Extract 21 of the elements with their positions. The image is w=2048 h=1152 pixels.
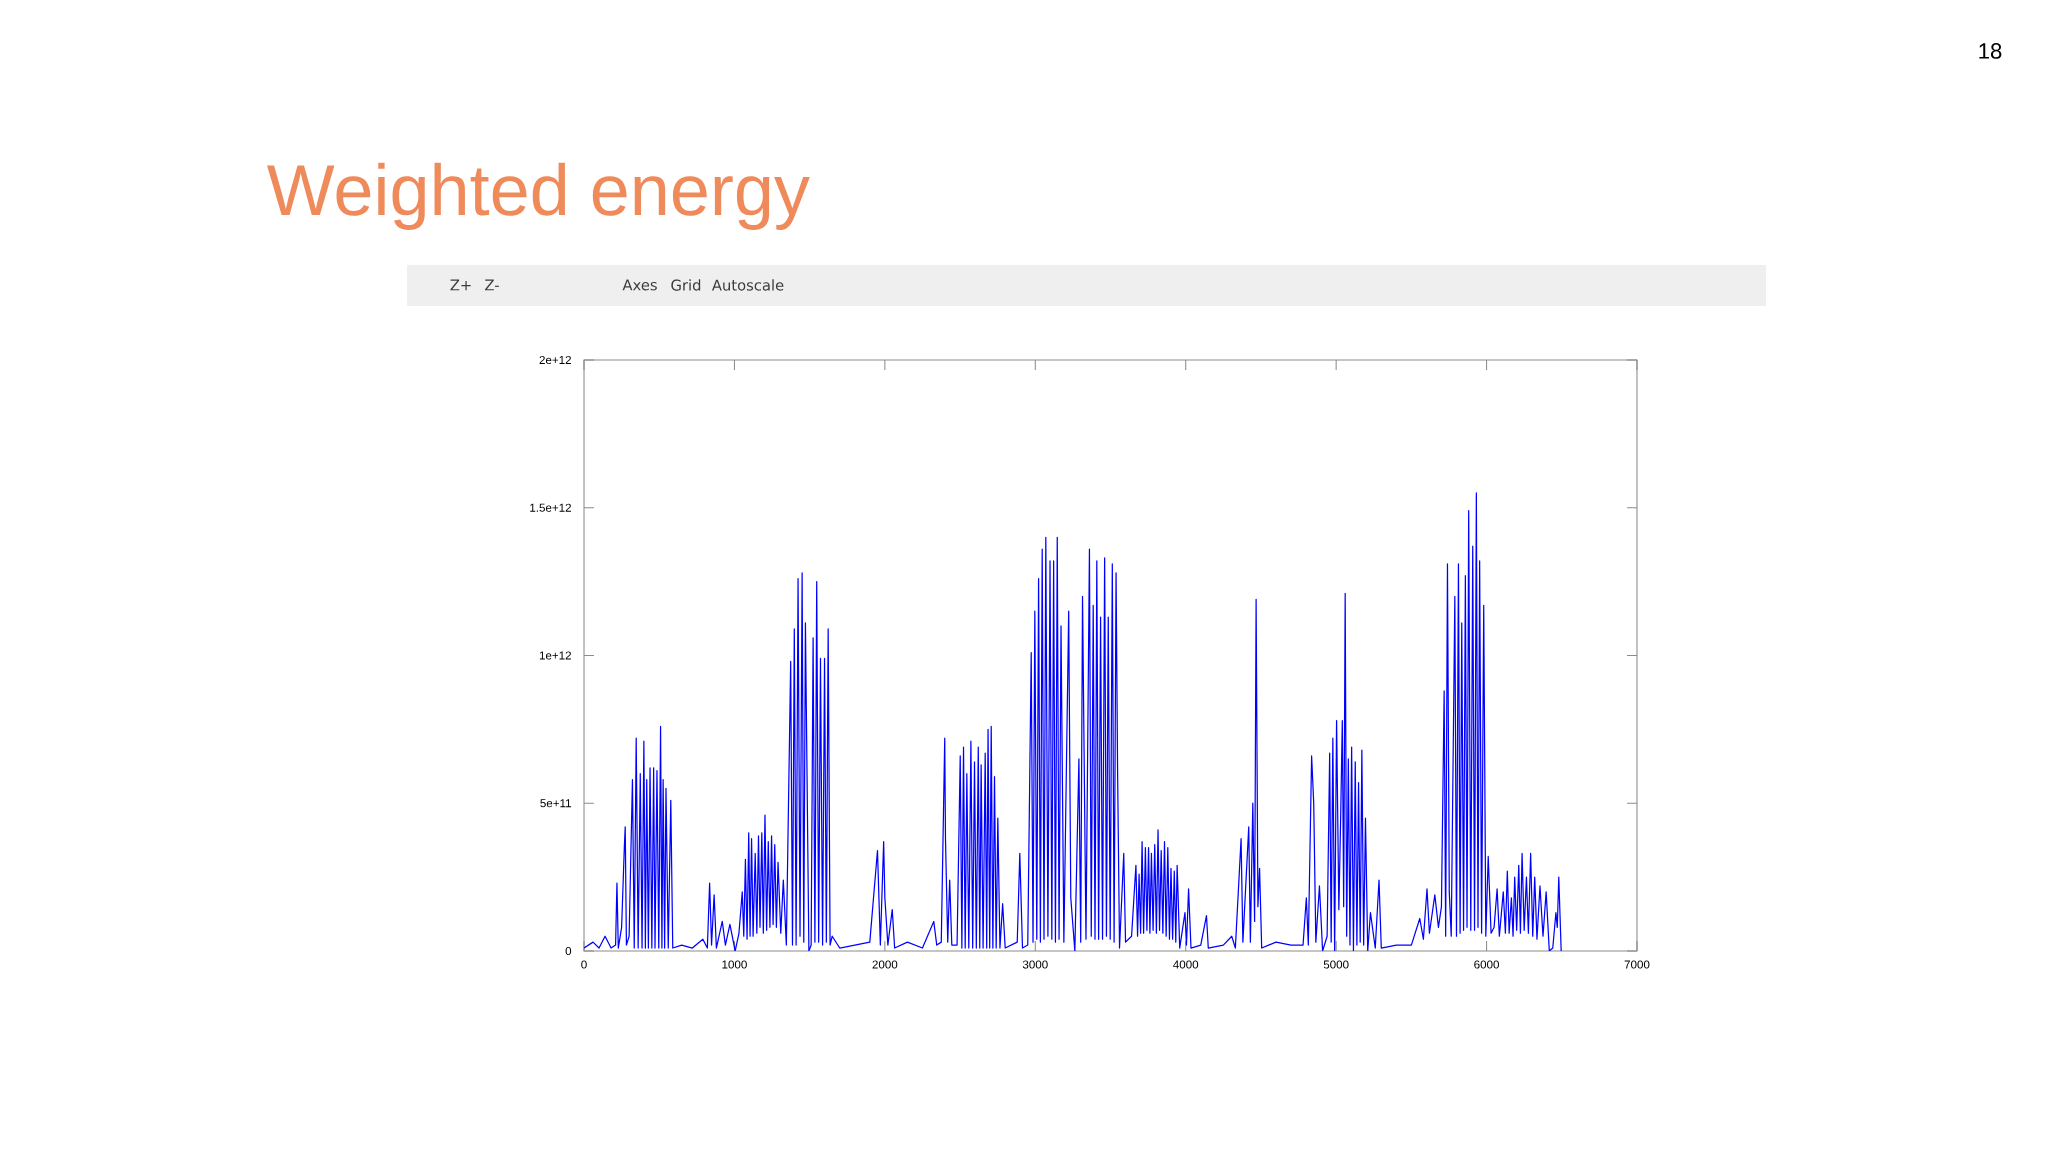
text: Axes bbox=[622, 279, 657, 291]
text: Z+ bbox=[450, 279, 471, 291]
text: Autoscale bbox=[711, 279, 784, 291]
text: Z- bbox=[485, 279, 499, 291]
x-tick-label: 3000 bbox=[1022, 960, 1048, 969]
y-tick-label: 1.5e+12 bbox=[530, 503, 571, 512]
x-tick-label: 7000 bbox=[1624, 960, 1650, 969]
y-tick-label: 0 bbox=[565, 946, 572, 956]
y-tick-label: 2e+12 bbox=[539, 355, 571, 365]
y-tick-label: 1e+12 bbox=[539, 651, 571, 660]
x-tick-label: 1000 bbox=[722, 960, 747, 969]
chart-title: Weighted energy bbox=[267, 162, 810, 230]
x-tick-label: 4000 bbox=[1173, 960, 1199, 969]
x-tick-label: 2000 bbox=[872, 960, 898, 969]
x-tick-label: 0 bbox=[581, 960, 587, 969]
text: 18 bbox=[1979, 43, 2002, 59]
x-tick-label: 6000 bbox=[1474, 960, 1500, 969]
text: Grid bbox=[671, 279, 701, 291]
line-series bbox=[584, 492, 1562, 951]
x-tick-label: 5000 bbox=[1323, 960, 1349, 969]
y-tick-label: 5e+11 bbox=[540, 799, 572, 808]
